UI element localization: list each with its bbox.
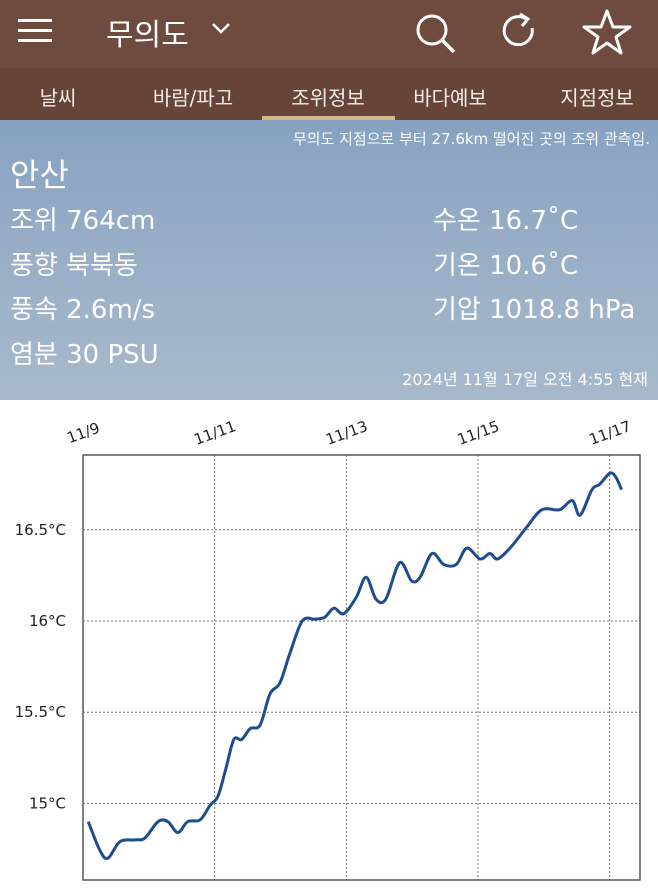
location-title[interactable]: 무의도 [106, 18, 189, 53]
temperature-chart: 15°C 15.5°C 16°C 16.5°C 11/9 11/11 11/13 11/15 1… [15, 417, 641, 881]
search-button[interactable] [412, 10, 458, 56]
timestamp: 2024년 11월 17일 오전 4:55 현재 [402, 370, 648, 389]
tab[interactable]: 날씨 [39, 86, 77, 110]
x-tick-label: 11/9 [64, 419, 102, 447]
y-tick-label: 15.5°C [15, 703, 66, 721]
x-tick-label: 11/15 [455, 417, 502, 449]
tab-bar: 날씨 바람/파고 조위정보 바다예보 지점정보 [0, 68, 658, 120]
x-tick-label: 11/17 [587, 417, 634, 449]
tab[interactable]: 바람/파고 [152, 86, 234, 110]
plot-border [82, 454, 641, 881]
info-row: 염분 30 PSU [10, 340, 159, 371]
tab[interactable]: 바다예보 [413, 86, 487, 110]
station-name: 안산 [10, 156, 69, 194]
favorite-button[interactable] [582, 8, 632, 56]
refresh-button[interactable] [498, 10, 542, 54]
tab-indicator [262, 116, 395, 120]
y-tick-label: 16°C [29, 612, 66, 630]
tab[interactable]: 지점정보 [560, 86, 634, 110]
tab[interactable]: 조위정보 [291, 86, 365, 110]
menu-button[interactable] [18, 18, 54, 44]
info-row: 조위 764cm [10, 206, 156, 236]
x-tick-label: 11/13 [323, 417, 370, 449]
info-panel: 무의도 지점으로 부터 27.6km 떨어진 곳의 조위 관측임. 안산 202… [0, 120, 658, 400]
info-row: 기압 1018.8 hPa [433, 295, 636, 326]
x-tick-label: 11/11 [192, 417, 239, 449]
info-row: 풍속 2.6m/s [10, 295, 156, 326]
info-row: 풍향 북북동 [10, 250, 138, 281]
top-bar: 무의도 [0, 0, 658, 68]
temperature-line [86, 471, 623, 860]
distance-note: 무의도 지점으로 부터 27.6km 떨어진 곳의 조위 관측임. [292, 130, 650, 148]
y-tick-label: 16.5°C [15, 521, 66, 539]
y-tick-label: 15°C [29, 794, 66, 812]
info-row: 수온 16.7˚C [433, 206, 579, 236]
info-row: 기온 10.6˚C [433, 250, 579, 281]
dropdown-icon[interactable] [210, 20, 232, 36]
